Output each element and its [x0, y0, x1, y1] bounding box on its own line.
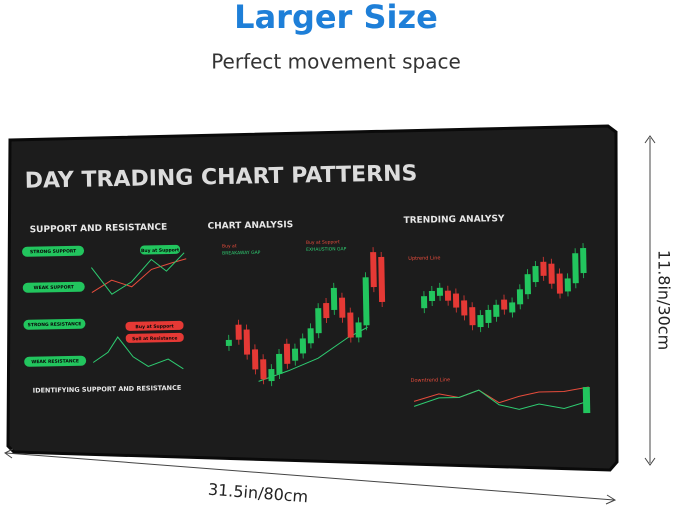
callout-box: [125, 320, 184, 331]
callout: BREAKAWAY GAP: [222, 250, 261, 257]
callout: Buy at Support: [141, 247, 180, 254]
arrow-head: [644, 457, 656, 466]
line: [90, 252, 185, 295]
candle: [428, 290, 436, 302]
panel-footer: IDENTIFYING SUPPORT AND RESISTANCE: [33, 384, 182, 395]
callout-box: [125, 332, 184, 343]
candle: [260, 359, 267, 380]
candle: [355, 322, 362, 338]
label-box: [22, 281, 85, 293]
candle: [235, 324, 242, 340]
subheadline: Perfect movement space: [211, 50, 461, 74]
candle: [276, 353, 283, 375]
label-box: [23, 318, 86, 330]
candle: [516, 289, 524, 305]
candle: [299, 338, 307, 354]
trend-line: [258, 326, 368, 382]
candle: [436, 287, 443, 296]
candle: [564, 278, 571, 292]
candle: [469, 307, 476, 326]
candle: [540, 261, 547, 276]
candles: [420, 243, 587, 333]
panel-title: CHART ANALYSIS: [208, 220, 294, 232]
callout: EXHAUSTION GAP: [306, 246, 347, 253]
candle: [323, 302, 330, 319]
candle: [444, 290, 452, 301]
candle: [291, 348, 299, 361]
candle: [509, 302, 516, 313]
label-box: [22, 245, 85, 257]
line: [92, 336, 184, 370]
candle: [362, 277, 370, 326]
dimension-label: 31.5in/80cm: [207, 480, 309, 507]
candle: [524, 274, 531, 295]
candle: [493, 304, 500, 317]
arrow-head: [644, 135, 656, 144]
panel-title: TRENDING ANALYSY: [403, 214, 505, 226]
candle: [420, 296, 428, 309]
callout-box: [140, 244, 181, 255]
candle: [283, 343, 291, 364]
candle: [330, 287, 338, 310]
callout: Buy at Support: [306, 239, 340, 246]
candle: [339, 297, 346, 318]
callout: Buy at Support: [135, 323, 174, 330]
candles: [225, 247, 386, 387]
line: [413, 389, 590, 410]
candle: [251, 349, 259, 370]
labels: STRONG SUPPORT WEAK SUPPORT STRONG RESISTA…: [22, 245, 87, 367]
line: [413, 386, 589, 404]
candle: [378, 256, 386, 303]
candle: [501, 299, 508, 310]
callout: Sell at Resistance: [132, 335, 177, 342]
candle: [243, 329, 251, 355]
arrow-head: [605, 494, 617, 505]
candle: [477, 315, 484, 328]
dimension-line: [5, 452, 615, 501]
label: STRONG RESISTANCE: [28, 321, 82, 328]
label: WEAK RESISTANCE: [31, 358, 79, 365]
mousepad: [6, 124, 619, 472]
candle: [532, 265, 539, 283]
headline: Larger Size: [234, 0, 438, 36]
candle: [268, 369, 275, 382]
label-box: [24, 355, 87, 367]
candle: [452, 293, 460, 308]
candle: [485, 309, 492, 323]
candle: [461, 300, 468, 316]
candle: [580, 248, 587, 274]
callout: Uptrend Line: [408, 255, 440, 262]
candle: [548, 263, 555, 284]
label: STRONG SUPPORT: [30, 248, 77, 255]
line: [91, 258, 187, 293]
candle: [370, 252, 377, 288]
callout: Buy at: [222, 243, 237, 249]
candle: [307, 328, 314, 344]
panel-title: SUPPORT AND RESISTANCE: [30, 223, 168, 236]
candle: [315, 308, 322, 334]
candle: [225, 339, 232, 346]
candle: [347, 312, 354, 338]
label: WEAK SUPPORT: [34, 284, 75, 291]
candle: [572, 253, 579, 284]
callout: Downtrend Line: [411, 377, 451, 384]
arrow-head: [4, 448, 14, 459]
dimension-label: 11.8in/30cm: [655, 250, 674, 350]
candle: [582, 386, 591, 414]
candle: [556, 273, 563, 294]
